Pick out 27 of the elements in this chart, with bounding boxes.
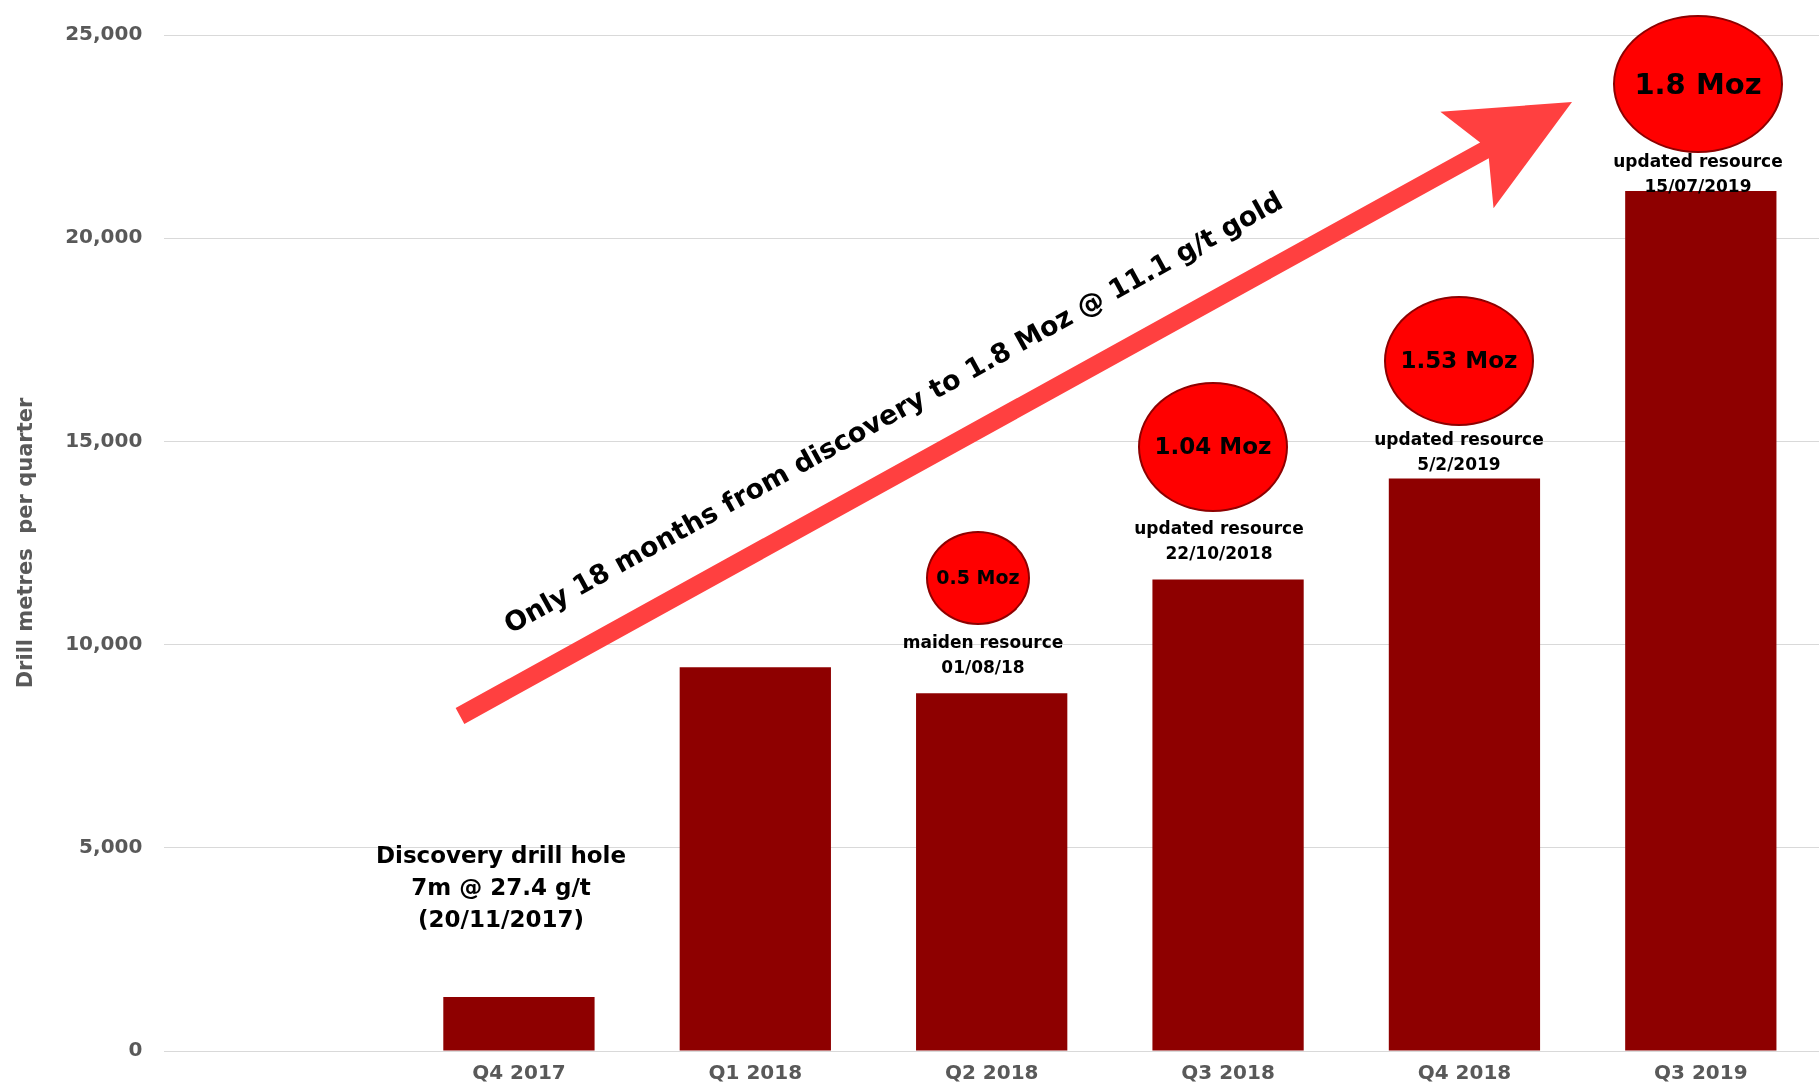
- y-tick-label: 5,000: [79, 834, 143, 858]
- annotation: 1.8 Moz: [1634, 66, 1762, 103]
- x-tick-label: Q2 2018: [944, 1060, 1039, 1085]
- x-tick-label: Q4 2018: [1417, 1060, 1512, 1085]
- y-tick-label: 15,000: [65, 427, 143, 452]
- y-axis-title: Drill metres per quarter: [13, 397, 38, 689]
- bar: [1152, 579, 1304, 1051]
- annotation: updated resource 22/10/2018: [1134, 517, 1304, 565]
- bar: [679, 667, 831, 1051]
- annotation: updated resource 5/2/2019: [1374, 428, 1544, 476]
- y-tick-label: 20,000: [65, 224, 143, 249]
- x-tick-label: Q1 2018: [708, 1060, 803, 1085]
- annotation: updated resource 15/07/2019: [1613, 150, 1783, 198]
- y-tick-label: 0: [128, 1037, 143, 1062]
- annotation: 0.5 Moz: [936, 565, 1020, 591]
- x-tick-label: Q3 2019: [1654, 1060, 1748, 1085]
- annotation: 1.53 Moz: [1400, 346, 1518, 376]
- x-tick-label: Q3 2018: [1181, 1060, 1275, 1085]
- bar: [443, 996, 595, 1051]
- y-tick-label: 25,000: [65, 21, 143, 46]
- y-tick-label: 10,000: [65, 630, 143, 655]
- x-tick-label: Q4 2017: [472, 1060, 566, 1085]
- bar: [916, 693, 1068, 1051]
- bar: [1388, 478, 1541, 1051]
- annotation: 1.04 Moz: [1154, 432, 1272, 462]
- annotation: Discovery drill hole 7m @ 27.4 g/t (20/11/2017): [375, 840, 627, 935]
- annotation: maiden resource 01/08/18: [902, 631, 1064, 679]
